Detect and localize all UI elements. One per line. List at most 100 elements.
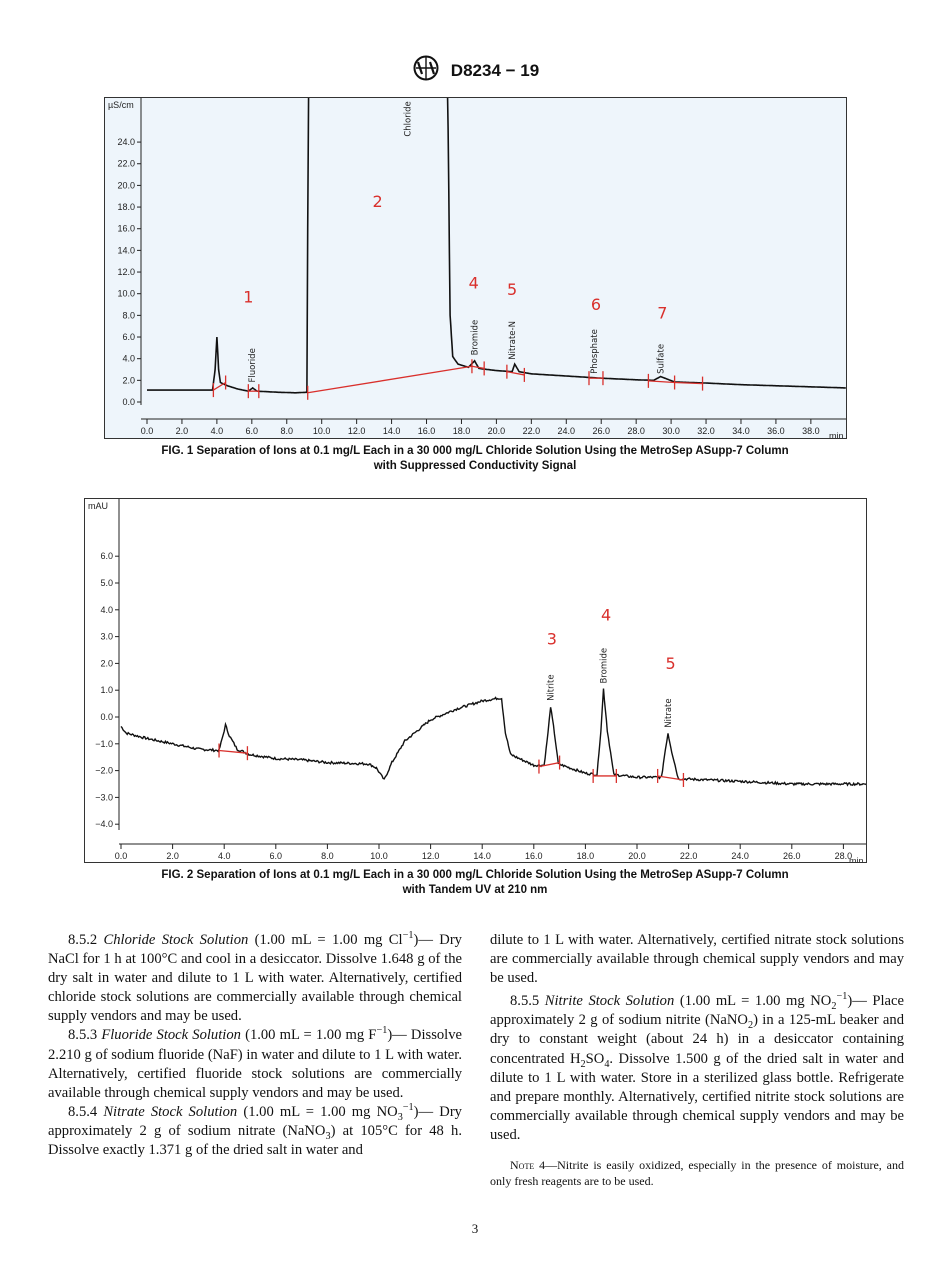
y-tick-label: 0.0	[100, 712, 113, 722]
peak-number: 4	[601, 606, 611, 625]
x-tick-label: 28.0	[627, 426, 645, 436]
integration-baseline	[307, 365, 485, 394]
figure-2-chromatogram: mAU min 6.0 5.0 4.0 3.0 2.0 1.0 0.0 −1.0 −2.0 −3.0 −…	[84, 498, 867, 863]
y-tick-label: 5.0	[100, 578, 113, 588]
y-tick-label: 20.0	[117, 180, 135, 190]
y-axis-unit: µS/cm	[108, 100, 134, 110]
y-tick-label: 22.0	[117, 159, 135, 169]
y-tick-label: 10.0	[117, 289, 135, 299]
peak-label: Nitrite	[547, 674, 557, 700]
integration-baseline	[213, 381, 226, 391]
x-tick-label: 18.0	[577, 851, 595, 861]
peak-number: 3	[547, 630, 557, 649]
y-tick-label: 12.0	[117, 267, 135, 277]
x-tick-label: 18.0	[453, 426, 471, 436]
caption-line: FIG. 1 Separation of Ions at 0.1 mg/L Ea…	[161, 445, 789, 457]
x-tick-label: 0.0	[115, 851, 128, 861]
x-tick-label: 0.0	[141, 426, 154, 436]
peak-label: Sulfate	[657, 344, 667, 374]
y-tick-label: 2.0	[100, 658, 113, 668]
integration-baseline	[538, 761, 560, 768]
x-tick-label: 36.0	[767, 426, 785, 436]
x-tick-label: 30.0	[662, 426, 680, 436]
x-tick-label: 22.0	[523, 426, 541, 436]
page-header: D8234 − 19	[0, 55, 950, 86]
figure-1-caption: FIG. 1 Separation of Ions at 0.1 mg/L Ea…	[0, 444, 950, 474]
x-axis-unit: min	[829, 431, 844, 438]
x-tick-label: 6.0	[270, 851, 283, 861]
section-8-5-3: 8.5.3 Fluoride Stock Solution (1.00 mL =…	[48, 1025, 462, 1101]
figure-2-caption: FIG. 2 Separation of Ions at 0.1 mg/L Ea…	[0, 868, 950, 898]
peak-label: Bromide	[599, 648, 609, 684]
peak-number: 6	[591, 295, 601, 314]
peak-number: 1	[243, 287, 253, 306]
integration-baseline	[657, 775, 684, 781]
x-tick-label: 16.0	[418, 426, 436, 436]
x-tick-label: 26.0	[783, 851, 801, 861]
document-id: D8234 − 19	[450, 60, 540, 80]
peak-label: Bromide	[471, 320, 481, 356]
x-tick-label: 6.0	[246, 426, 259, 436]
x-tick-label: 22.0	[680, 851, 698, 861]
x-tick-label: 26.0	[592, 426, 610, 436]
astm-logo	[411, 55, 441, 86]
signal-trace	[120, 688, 866, 787]
peak-label: Phosphate	[590, 329, 600, 374]
y-tick-label: 3.0	[100, 632, 113, 642]
y-tick-label: 6.0	[122, 332, 135, 342]
peak-number: 5	[665, 654, 675, 673]
section-8-5-4-continued: dilute to 1 L with water. Alternatively,…	[490, 932, 904, 987]
x-tick-label: 24.0	[558, 426, 576, 436]
y-tick-label: −1.0	[95, 739, 113, 749]
signal-trace	[147, 98, 846, 394]
peak-label: Nitrate-N	[508, 321, 518, 360]
x-tick-label: 28.0	[835, 851, 853, 861]
y-tick-label: −3.0	[95, 792, 113, 802]
x-tick-label: 14.0	[473, 851, 491, 861]
y-tick-label: 16.0	[117, 224, 135, 234]
peak-label: Nitrate	[664, 698, 674, 727]
x-tick-label: 24.0	[731, 851, 749, 861]
x-tick-label: 4.0	[218, 851, 231, 861]
x-tick-label: 34.0	[732, 426, 750, 436]
caption-line: with Tandem UV at 210 nm	[402, 884, 548, 896]
caption-line: FIG. 2 Separation of Ions at 0.1 mg/L Ea…	[161, 869, 789, 881]
x-tick-label: 12.0	[422, 851, 440, 861]
page-number: 3	[471, 1221, 479, 1236]
right-column: dilute to 1 L with water. Alternatively,…	[490, 931, 904, 1189]
note-4: Note 4—Nitrite is easily oxidized, espec…	[490, 1158, 904, 1189]
x-tick-label: 32.0	[697, 426, 715, 436]
x-tick-label: 20.0	[488, 426, 506, 436]
caption-line: with Suppressed Conductivity Signal	[373, 460, 577, 472]
y-tick-label: 4.0	[122, 354, 135, 364]
y-tick-label: 2.0	[122, 375, 135, 385]
peak-label: Chloride	[403, 101, 413, 136]
y-axis-unit: mAU	[88, 501, 108, 511]
x-tick-label: 8.0	[321, 851, 334, 861]
y-tick-label: 24.0	[117, 137, 135, 147]
x-tick-label: 14.0	[383, 426, 401, 436]
y-tick-label: 4.0	[100, 605, 113, 615]
x-tick-label: 10.0	[313, 426, 331, 436]
y-tick-label: 1.0	[100, 685, 113, 695]
section-8-5-5: 8.5.5 Nitrite Stock Solution (1.00 mL = …	[490, 991, 905, 1143]
peak-number: 5	[507, 280, 517, 299]
integration-baseline	[506, 371, 525, 376]
x-tick-label: 4.0	[211, 426, 224, 436]
left-column: 8.5.2 Chloride Stock Solution (1.00 mL =…	[48, 931, 462, 1160]
y-tick-label: −4.0	[95, 819, 113, 829]
x-tick-label: 10.0	[370, 851, 388, 861]
peak-label: Fluoride	[248, 348, 258, 382]
x-tick-label: 12.0	[348, 426, 366, 436]
y-tick-label: 6.0	[100, 551, 113, 561]
y-tick-label: 8.0	[122, 310, 135, 320]
y-tick-label: −2.0	[95, 766, 113, 776]
section-8-5-4: 8.5.4 Nitrate Stock Solution (1.00 mL = …	[48, 1101, 462, 1159]
peak-number: 4	[469, 273, 479, 292]
x-tick-label: 2.0	[166, 851, 179, 861]
peak-number: 7	[657, 304, 667, 323]
y-tick-label: 14.0	[117, 245, 135, 255]
integration-baseline	[218, 749, 248, 754]
x-tick-label: 16.0	[525, 851, 543, 861]
x-tick-label: 8.0	[281, 426, 294, 436]
